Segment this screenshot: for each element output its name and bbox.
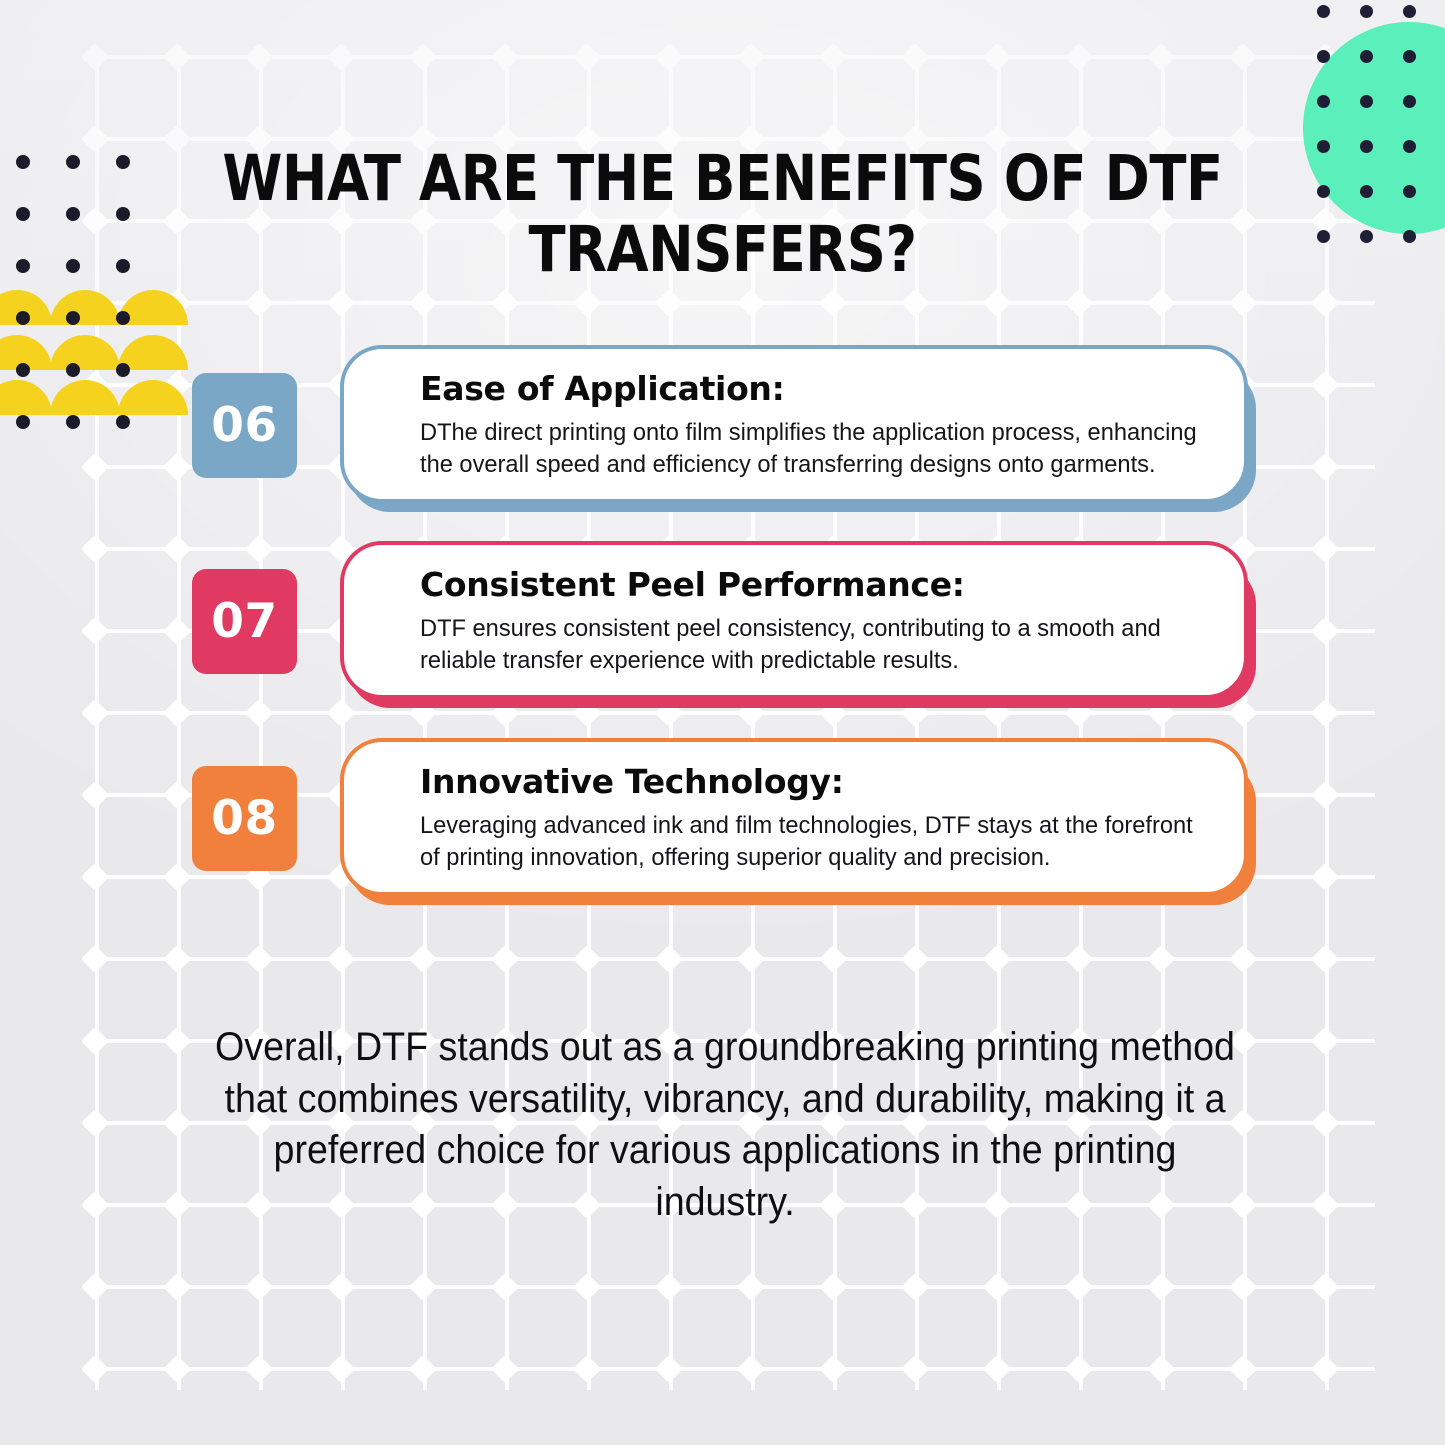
dot-row	[16, 415, 166, 429]
decorative-dot	[66, 311, 80, 325]
decorative-dot	[16, 363, 30, 377]
decorative-dot	[1403, 5, 1416, 18]
decorative-dot	[1403, 50, 1416, 63]
decorative-dot	[1403, 185, 1416, 198]
decorative-dot	[66, 155, 80, 169]
dot-row	[16, 155, 166, 169]
decorative-dot	[1317, 140, 1330, 153]
benefit-card-body: DTF ensures consistent peel consistency,…	[420, 615, 1161, 675]
benefit-card: Ease of Application: DThe direct printing…	[340, 345, 1248, 504]
decorative-dot	[116, 311, 130, 325]
decorative-dot	[1403, 95, 1416, 108]
decorative-dot	[1360, 140, 1373, 153]
decorative-dot	[66, 259, 80, 273]
summary-paragraph: Overall, DTF stands out as a groundbreak…	[215, 1025, 1235, 1224]
decorative-dot	[16, 311, 30, 325]
dot-row	[16, 207, 166, 221]
benefit-card-body: Leveraging advanced ink and film technol…	[420, 812, 1193, 872]
decorative-dot	[116, 415, 130, 429]
dot-row	[1317, 230, 1445, 243]
dot-row	[1317, 95, 1445, 108]
semicircle-row	[0, 380, 188, 415]
decorative-dot	[66, 363, 80, 377]
benefit-card: Innovative Technology: Leveraging advance…	[340, 738, 1248, 897]
decoration-left-cluster	[0, 155, 188, 429]
benefit-card-body: DThe direct printing onto film simplifie…	[420, 419, 1197, 479]
decorative-dot	[1317, 230, 1330, 243]
benefit-card-title: Ease of Application:	[420, 369, 785, 408]
decoration-top-right-cluster	[1295, 0, 1445, 243]
benefit-card-wrapper: Consistent Peel Performance: DTF ensures …	[340, 541, 1256, 708]
decorative-dot	[16, 207, 30, 221]
decorative-dot	[116, 155, 130, 169]
benefit-number-badge: 06	[192, 373, 297, 478]
benefit-number-badge: 08	[192, 766, 297, 871]
benefit-number-badge: 07	[192, 569, 297, 674]
dot-row	[16, 363, 166, 377]
benefit-card-wrapper: Innovative Technology: Leveraging advance…	[340, 738, 1256, 905]
benefit-card-wrapper: Ease of Application: DThe direct printing…	[340, 345, 1256, 512]
decorative-dot	[1360, 185, 1373, 198]
dot-row	[1317, 140, 1445, 153]
decorative-dot	[1317, 95, 1330, 108]
decorative-dot	[16, 259, 30, 273]
decorative-dot	[1317, 185, 1330, 198]
dot-grid-left	[16, 155, 166, 467]
decorative-dot	[1317, 50, 1330, 63]
decorative-dot	[1360, 95, 1373, 108]
decorative-dot	[1360, 5, 1373, 18]
dot-row	[16, 259, 166, 273]
decorative-dot	[1360, 230, 1373, 243]
decorative-dot	[116, 207, 130, 221]
decorative-dot	[1317, 5, 1330, 18]
decorative-dot	[66, 415, 80, 429]
decorative-dot	[16, 155, 30, 169]
decorative-dot	[1360, 50, 1373, 63]
benefit-card-title: Consistent Peel Performance:	[420, 565, 965, 604]
decorative-dot	[1403, 140, 1416, 153]
decorative-dot	[1403, 230, 1416, 243]
semicircle-row	[0, 335, 188, 370]
decorative-dot	[116, 363, 130, 377]
dot-row	[1317, 185, 1445, 198]
decorative-dot	[116, 259, 130, 273]
dot-grid-top-right	[1317, 5, 1445, 275]
dot-row	[16, 311, 166, 325]
decorative-dot	[16, 415, 30, 429]
decorative-dot	[66, 207, 80, 221]
dot-row	[1317, 50, 1445, 63]
page-title: WHAT ARE THE BENEFITS OF DTF TRANSFERS?	[222, 142, 1223, 287]
dot-row	[1317, 5, 1445, 18]
benefit-card: Consistent Peel Performance: DTF ensures …	[340, 541, 1248, 700]
benefit-card-title: Innovative Technology:	[420, 762, 844, 801]
